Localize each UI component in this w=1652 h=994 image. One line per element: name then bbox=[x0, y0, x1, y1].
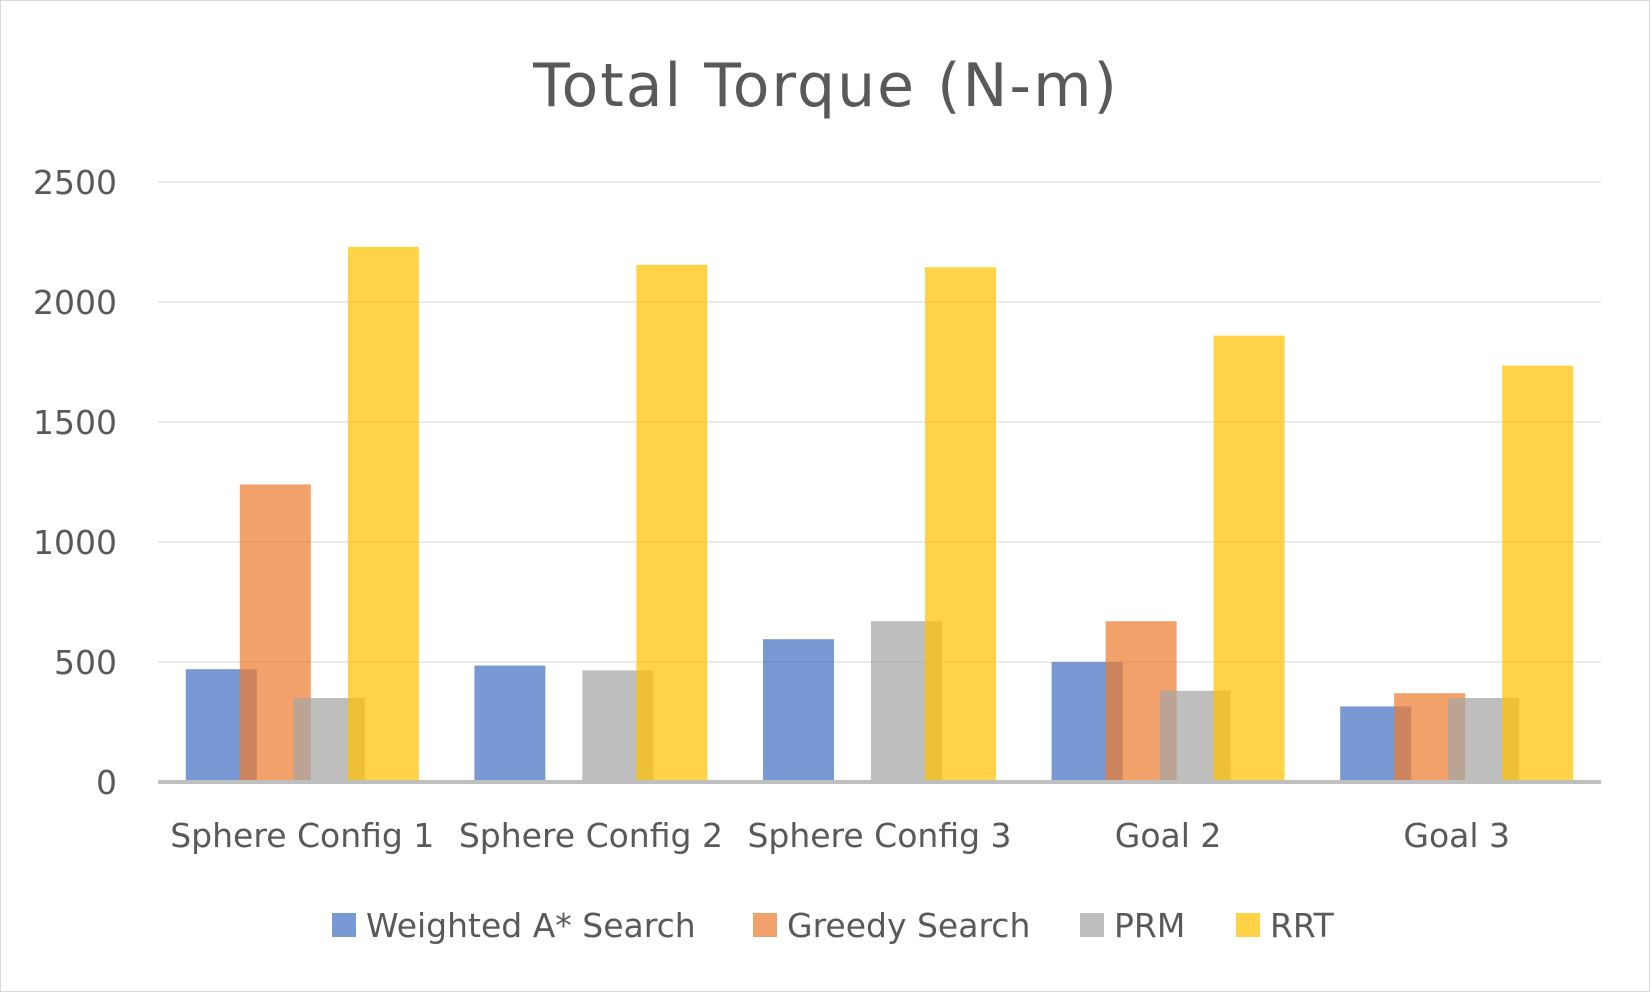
y-axis-tick-labels: 0 500 1000 1500 2000 2500 bbox=[33, 163, 117, 802]
bar-rrt-2 bbox=[636, 264, 708, 782]
bar-rrt-5 bbox=[1502, 365, 1574, 782]
legend-swatch bbox=[753, 913, 777, 937]
y-tick-label: 0 bbox=[96, 763, 117, 802]
legend-label: PRM bbox=[1114, 906, 1185, 945]
bars bbox=[185, 246, 1574, 783]
y-tick-label: 2000 bbox=[33, 283, 117, 322]
bar-rrt-3 bbox=[925, 267, 996, 782]
y-tick-label: 500 bbox=[54, 643, 117, 682]
legend-item: Greedy Search bbox=[753, 906, 1030, 945]
y-tick-label: 1000 bbox=[33, 523, 117, 562]
x-category-label: Sphere Config 2 bbox=[459, 816, 723, 855]
legend-item: RRT bbox=[1236, 906, 1334, 945]
legend-swatch bbox=[1080, 913, 1104, 937]
legend-label: Weighted A* Search bbox=[366, 906, 696, 945]
legend-swatch bbox=[332, 913, 356, 937]
legend-item: Weighted A* Search bbox=[332, 906, 696, 945]
x-axis-category-labels: Sphere Config 1 Sphere Config 2 Sphere Con… bbox=[170, 816, 1510, 855]
y-tick-label: 2500 bbox=[33, 163, 117, 202]
legend-label: Greedy Search bbox=[787, 906, 1030, 945]
bar-weighted-a-search-2 bbox=[474, 665, 546, 782]
x-category-label: Sphere Config 1 bbox=[170, 816, 434, 855]
legend: Weighted A* Search Greedy Search PRM RRT bbox=[332, 906, 1334, 945]
legend-swatch bbox=[1236, 913, 1260, 937]
bar-rrt-4 bbox=[1213, 335, 1285, 782]
x-category-label: Sphere Config 3 bbox=[747, 816, 1011, 855]
bar-rrt-1 bbox=[347, 246, 419, 783]
legend-item: PRM bbox=[1080, 906, 1185, 945]
y-tick-label: 1500 bbox=[33, 403, 117, 442]
x-category-label: Goal 3 bbox=[1403, 816, 1510, 855]
x-category-label: Goal 2 bbox=[1115, 816, 1222, 855]
bar-weighted-a-search-3 bbox=[763, 639, 834, 782]
chart-title: Total Torque (N-m) bbox=[532, 51, 1119, 121]
legend-label: RRT bbox=[1270, 906, 1334, 945]
